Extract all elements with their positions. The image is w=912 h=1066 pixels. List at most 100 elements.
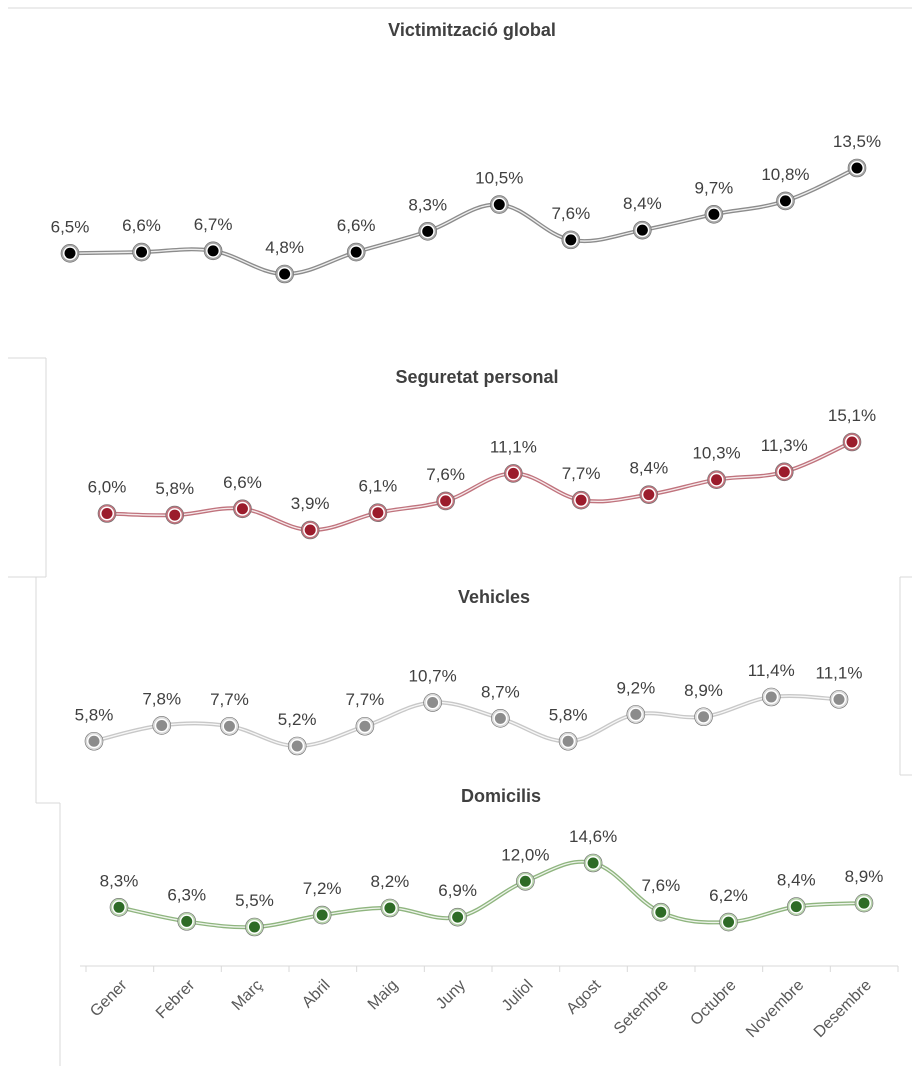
x-axis: Gener Febrer Març Abril Maig Juny Juliol Agost S… bbox=[80, 965, 899, 1041]
data-label: 9,7% bbox=[695, 178, 734, 197]
data-point bbox=[562, 735, 574, 747]
data-label: 8,4% bbox=[623, 194, 662, 213]
x-tick-label: Novembre bbox=[743, 977, 807, 1041]
data-point bbox=[519, 875, 531, 887]
data-label: 12,0% bbox=[501, 845, 549, 864]
series-line-global bbox=[69, 167, 858, 275]
data-label: 11,4% bbox=[748, 661, 795, 680]
chart-title-global: Victimització global bbox=[388, 20, 556, 40]
data-label: 7,7% bbox=[346, 690, 385, 709]
data-label: 8,4% bbox=[629, 459, 668, 478]
data-label: 6,1% bbox=[359, 477, 398, 496]
data-point bbox=[169, 509, 181, 521]
data-point bbox=[384, 902, 396, 914]
series-line-domicilis bbox=[118, 861, 865, 928]
x-tick-label: Desembre bbox=[811, 977, 875, 1041]
data-point bbox=[494, 712, 506, 724]
chart-title-vehicles: Vehicles bbox=[458, 587, 530, 607]
data-point bbox=[858, 897, 870, 909]
x-tick-label: Gener bbox=[87, 976, 131, 1020]
data-point bbox=[136, 246, 148, 258]
data-label: 7,8% bbox=[142, 689, 181, 708]
data-point bbox=[156, 719, 168, 731]
data-point bbox=[630, 708, 642, 720]
data-point bbox=[88, 735, 100, 747]
data-point bbox=[643, 489, 655, 501]
data-point bbox=[291, 740, 303, 752]
data-label: 8,2% bbox=[371, 872, 410, 891]
data-point bbox=[698, 711, 710, 723]
data-label: 13,5% bbox=[833, 132, 881, 151]
data-label: 3,9% bbox=[291, 494, 330, 513]
data-point bbox=[223, 720, 235, 732]
data-label: 7,6% bbox=[641, 876, 680, 895]
x-tick-label: Agost bbox=[563, 976, 604, 1017]
data-point bbox=[359, 720, 371, 732]
data-point bbox=[181, 915, 193, 927]
data-label: 15,1% bbox=[828, 406, 876, 425]
data-label: 6,6% bbox=[223, 473, 262, 492]
data-point bbox=[846, 436, 858, 448]
data-point bbox=[316, 909, 328, 921]
series-line-outline-global bbox=[68, 166, 859, 277]
data-point bbox=[427, 697, 439, 709]
data-label: 10,8% bbox=[761, 165, 809, 184]
data-label: 14,6% bbox=[569, 827, 617, 846]
data-label: 9,2% bbox=[616, 678, 655, 697]
data-label: 8,4% bbox=[777, 871, 816, 890]
data-point bbox=[493, 199, 505, 211]
data-label: 5,8% bbox=[75, 705, 114, 724]
x-tick-label: Octubre bbox=[687, 977, 739, 1029]
data-label: 8,3% bbox=[408, 195, 447, 214]
x-tick-label: Setembre bbox=[611, 977, 672, 1038]
data-label: 6,7% bbox=[194, 215, 233, 234]
data-label: 6,3% bbox=[167, 885, 206, 904]
data-point bbox=[711, 474, 723, 486]
series-layer: 6,5% 6,6% 6,7% 4,8% 6,6% 8,3% 10,5% 7,6% 8,4% 9,7… bbox=[51, 132, 884, 937]
data-point bbox=[833, 693, 845, 705]
data-point bbox=[113, 901, 125, 913]
data-point bbox=[507, 467, 519, 479]
data-point bbox=[207, 245, 219, 257]
data-label: 10,7% bbox=[409, 667, 457, 686]
data-point bbox=[248, 921, 260, 933]
x-tick-label: Abril bbox=[299, 977, 334, 1012]
data-point bbox=[723, 916, 735, 928]
x-tick-label: Febrer bbox=[153, 976, 199, 1022]
data-label: 8,7% bbox=[481, 682, 520, 701]
chart-title-personal: Seguretat personal bbox=[395, 367, 558, 387]
data-label: 8,9% bbox=[845, 867, 884, 886]
x-tick-label: Juny bbox=[433, 977, 469, 1013]
data-label: 6,9% bbox=[438, 881, 477, 900]
data-label: 6,6% bbox=[337, 216, 376, 235]
x-tick-label: Juliol bbox=[499, 977, 537, 1015]
data-point bbox=[236, 503, 248, 515]
series-line-vehicles bbox=[93, 695, 840, 747]
series-line-outline-vehicles bbox=[92, 693, 841, 749]
data-label: 7,6% bbox=[551, 204, 590, 223]
data-point bbox=[790, 901, 802, 913]
data-point bbox=[372, 507, 384, 519]
data-point bbox=[765, 691, 777, 703]
data-point bbox=[101, 508, 113, 519]
data-label: 8,3% bbox=[100, 871, 139, 890]
data-label: 7,7% bbox=[562, 464, 601, 483]
data-label: 10,5% bbox=[475, 169, 523, 188]
data-point bbox=[655, 906, 667, 918]
data-label: 11,3% bbox=[761, 436, 808, 455]
data-point bbox=[575, 494, 587, 506]
series-global: 6,5% 6,6% 6,7% 4,8% 6,6% 8,3% 10,5% 7,6% 8,4% 9,7… bbox=[51, 132, 881, 284]
data-label: 7,7% bbox=[210, 690, 249, 709]
data-point bbox=[452, 911, 464, 923]
data-label: 4,8% bbox=[265, 238, 304, 257]
data-label: 11,1% bbox=[816, 663, 863, 682]
data-point bbox=[851, 162, 863, 174]
data-point bbox=[778, 466, 790, 478]
data-label: 10,3% bbox=[692, 444, 740, 463]
data-point bbox=[440, 495, 452, 507]
data-point bbox=[64, 247, 76, 259]
series-personal: 6,0% 5,8% 6,6% 3,9% 6,1% 7,6% 11,1% 7,7% 8,4% 10,… bbox=[88, 406, 876, 540]
data-label: 7,6% bbox=[426, 465, 465, 484]
data-point bbox=[587, 857, 599, 869]
data-point bbox=[350, 246, 362, 258]
